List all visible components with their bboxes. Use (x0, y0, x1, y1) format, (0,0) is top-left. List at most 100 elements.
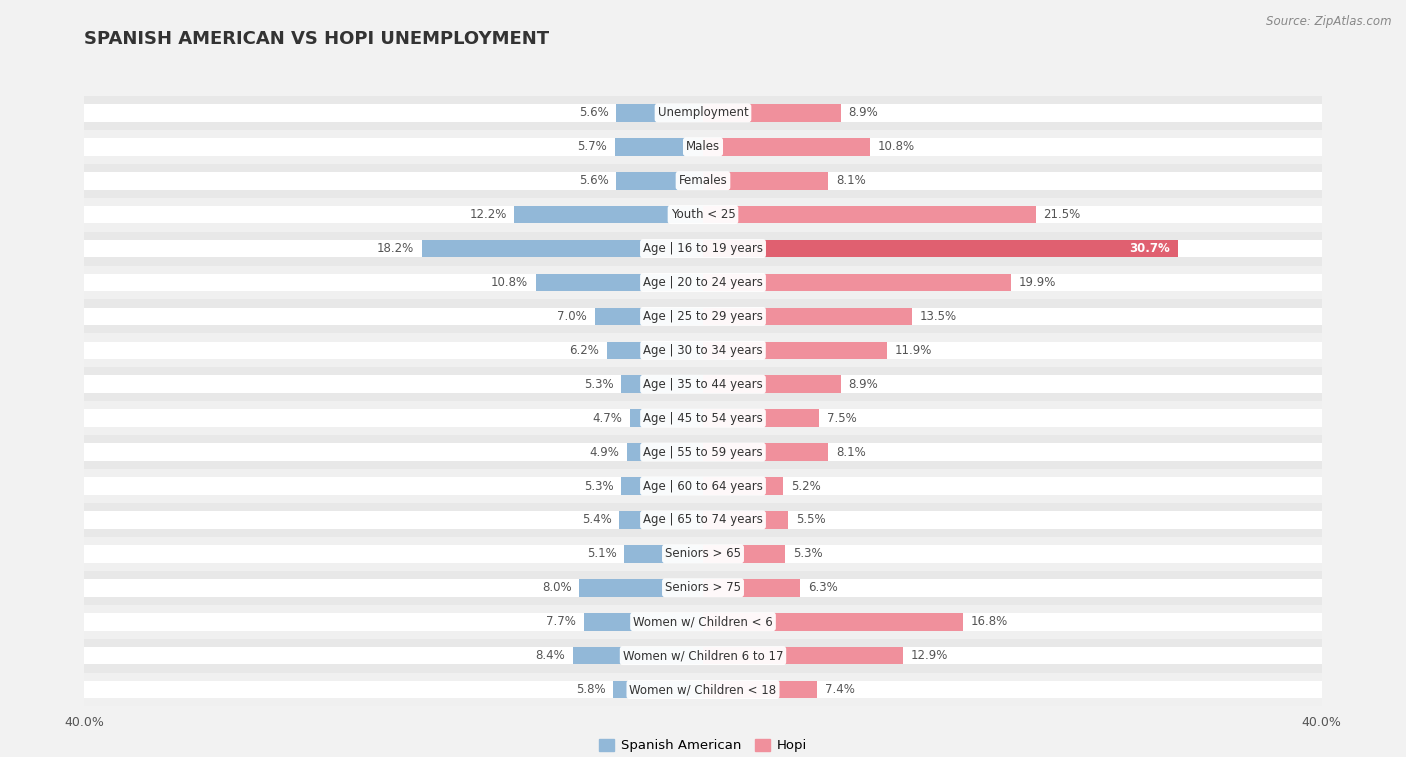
Text: 12.9%: 12.9% (910, 649, 948, 662)
Bar (84, 503, 1322, 537)
Bar (574, 646, 703, 665)
Bar (703, 138, 870, 156)
Bar (616, 104, 703, 122)
Text: 13.5%: 13.5% (920, 310, 956, 323)
Bar (84, 367, 1322, 401)
Bar (84, 266, 1322, 300)
Bar (84, 681, 1322, 699)
Legend: Spanish American, Hopi: Spanish American, Hopi (593, 734, 813, 757)
Bar (84, 104, 1322, 122)
Text: 11.9%: 11.9% (894, 344, 932, 357)
Bar (627, 444, 703, 461)
Bar (703, 307, 912, 326)
Text: Age | 25 to 29 years: Age | 25 to 29 years (643, 310, 763, 323)
Bar (84, 172, 1322, 189)
Bar (84, 613, 1322, 631)
Bar (84, 477, 1322, 495)
Bar (84, 240, 1322, 257)
Text: Age | 60 to 64 years: Age | 60 to 64 years (643, 479, 763, 493)
Text: Age | 45 to 54 years: Age | 45 to 54 years (643, 412, 763, 425)
Text: Women w/ Children < 18: Women w/ Children < 18 (630, 683, 776, 696)
Bar (620, 511, 703, 528)
Bar (84, 639, 1322, 672)
Text: 5.8%: 5.8% (576, 683, 606, 696)
Text: Seniors > 65: Seniors > 65 (665, 547, 741, 560)
Bar (624, 545, 703, 562)
Text: 10.8%: 10.8% (877, 140, 915, 154)
Text: 4.9%: 4.9% (589, 446, 620, 459)
Bar (703, 172, 828, 189)
Bar (607, 341, 703, 359)
Bar (84, 307, 1322, 326)
Bar (703, 444, 828, 461)
Text: 6.2%: 6.2% (569, 344, 599, 357)
Text: 5.7%: 5.7% (578, 140, 607, 154)
Text: Females: Females (679, 174, 727, 187)
Text: 7.0%: 7.0% (557, 310, 588, 323)
Text: Males: Males (686, 140, 720, 154)
Bar (84, 410, 1322, 427)
Bar (84, 333, 1322, 367)
Text: 8.0%: 8.0% (541, 581, 571, 594)
Bar (84, 138, 1322, 156)
Text: 5.6%: 5.6% (579, 107, 609, 120)
Bar (703, 206, 1035, 223)
Text: 30.7%: 30.7% (1129, 242, 1170, 255)
Bar (595, 307, 703, 326)
Text: 18.2%: 18.2% (377, 242, 413, 255)
Bar (84, 646, 1322, 665)
Bar (579, 579, 703, 597)
Text: 4.7%: 4.7% (593, 412, 623, 425)
Bar (614, 138, 703, 156)
Text: 5.5%: 5.5% (796, 513, 825, 526)
Text: 5.3%: 5.3% (583, 479, 613, 493)
Bar (621, 375, 703, 393)
Text: Source: ZipAtlas.com: Source: ZipAtlas.com (1267, 15, 1392, 28)
Text: Age | 55 to 59 years: Age | 55 to 59 years (643, 446, 763, 459)
Bar (84, 571, 1322, 605)
Bar (536, 274, 703, 291)
Text: 5.2%: 5.2% (792, 479, 821, 493)
Bar (84, 401, 1322, 435)
Bar (84, 274, 1322, 291)
Bar (703, 681, 817, 699)
Bar (703, 341, 887, 359)
Text: Women w/ Children 6 to 17: Women w/ Children 6 to 17 (623, 649, 783, 662)
Text: Unemployment: Unemployment (658, 107, 748, 120)
Bar (703, 410, 818, 427)
Bar (583, 613, 703, 631)
Text: Seniors > 75: Seniors > 75 (665, 581, 741, 594)
Bar (703, 274, 1011, 291)
Bar (84, 198, 1322, 232)
Text: Women w/ Children < 6: Women w/ Children < 6 (633, 615, 773, 628)
Bar (703, 511, 787, 528)
Bar (703, 646, 903, 665)
Text: 10.8%: 10.8% (491, 276, 529, 289)
Text: 7.5%: 7.5% (827, 412, 856, 425)
Bar (84, 605, 1322, 639)
Text: 5.4%: 5.4% (582, 513, 612, 526)
Text: 6.3%: 6.3% (808, 581, 838, 594)
Bar (703, 579, 800, 597)
Bar (515, 206, 703, 223)
Bar (84, 511, 1322, 528)
Text: 12.2%: 12.2% (470, 208, 506, 221)
Text: 5.3%: 5.3% (583, 378, 613, 391)
Bar (84, 206, 1322, 223)
Text: Youth < 25: Youth < 25 (671, 208, 735, 221)
Text: 8.4%: 8.4% (536, 649, 565, 662)
Text: 8.1%: 8.1% (837, 174, 866, 187)
Text: 5.3%: 5.3% (793, 547, 823, 560)
Bar (84, 341, 1322, 359)
Bar (703, 375, 841, 393)
Text: Age | 20 to 24 years: Age | 20 to 24 years (643, 276, 763, 289)
Bar (616, 172, 703, 189)
Text: Age | 16 to 19 years: Age | 16 to 19 years (643, 242, 763, 255)
Bar (84, 300, 1322, 333)
Bar (84, 164, 1322, 198)
Bar (84, 130, 1322, 164)
Bar (703, 545, 785, 562)
Text: Age | 30 to 34 years: Age | 30 to 34 years (643, 344, 763, 357)
Text: SPANISH AMERICAN VS HOPI UNEMPLOYMENT: SPANISH AMERICAN VS HOPI UNEMPLOYMENT (84, 30, 550, 48)
Bar (84, 672, 1322, 706)
